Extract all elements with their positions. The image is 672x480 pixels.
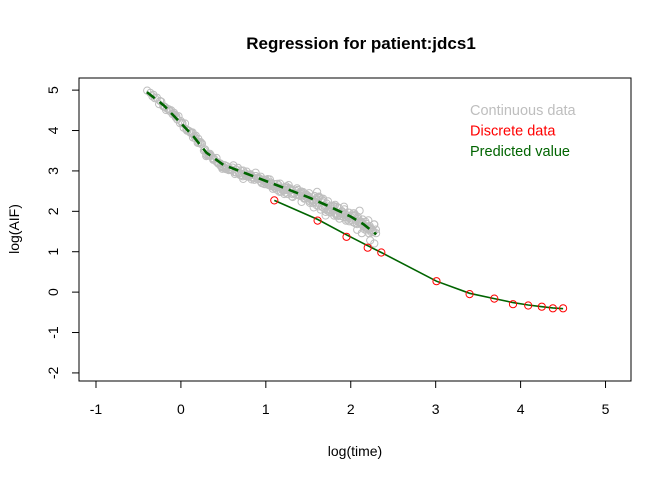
legend-entry: Discrete data [470, 124, 556, 140]
discrete-point [537, 302, 546, 311]
x-tick-label: -1 [90, 401, 103, 417]
discrete-point [432, 277, 441, 286]
discrete-point [559, 304, 568, 313]
y-tick-label: 1 [45, 248, 61, 256]
continuous-point [178, 119, 187, 128]
discrete-point [524, 301, 533, 310]
y-tick-label: 3 [45, 167, 61, 175]
x-tick-label: 3 [432, 401, 440, 417]
continuous-point [339, 202, 349, 211]
y-axis-label: log(AIF) [6, 204, 22, 254]
x-tick-label: 4 [517, 401, 525, 417]
x-axis-label: log(time) [328, 443, 382, 459]
continuous-point [372, 229, 381, 238]
continuous-point [364, 216, 373, 225]
x-tick-label: 5 [602, 401, 610, 417]
legend-entry: Predicted value [470, 144, 570, 160]
x-tick-label: 0 [177, 401, 185, 417]
chart-title: Regression for patient:jdcs1 [246, 34, 476, 53]
continuous-point [355, 206, 364, 215]
discrete-point [508, 300, 518, 309]
continuous-point [370, 239, 379, 248]
continuous-point [370, 220, 379, 229]
discrete-point [377, 248, 386, 257]
continuous-point [315, 192, 324, 201]
discrete-point [342, 232, 351, 241]
continuous-point [276, 183, 285, 193]
y-tick-label: 5 [45, 86, 61, 94]
x-tick-label: 2 [347, 401, 355, 417]
continuous-point [313, 187, 322, 196]
prediction-lines [146, 91, 564, 310]
continuous-point [212, 153, 221, 163]
y-axis: -2 -1 0 1 2 3 4 5 [45, 86, 80, 379]
y-tick-label: 4 [45, 126, 61, 134]
discrete-point [313, 216, 322, 225]
discrete-point [490, 294, 499, 303]
y-tick-label: 0 [45, 288, 61, 296]
legend: Continuous data Discrete data Predicted va… [470, 103, 577, 160]
continuous-point [148, 92, 157, 101]
discrete-data-points [270, 196, 568, 313]
discrete-point [363, 243, 372, 252]
discrete-point [548, 304, 558, 313]
y-tick-label: 2 [45, 207, 61, 215]
discrete-point [270, 196, 279, 205]
continuous-data-points [143, 86, 381, 248]
x-tick-label: 1 [262, 401, 270, 417]
predicted-continuous-line [146, 91, 378, 236]
x-axis: -1 0 1 2 3 4 5 [90, 380, 610, 417]
continuous-point [176, 117, 185, 126]
legend-entry: Continuous data [470, 103, 577, 119]
y-tick-label: -1 [45, 326, 61, 339]
predicted-discrete-line [273, 199, 564, 310]
y-tick-label: -2 [45, 366, 61, 379]
discrete-point [465, 290, 474, 299]
